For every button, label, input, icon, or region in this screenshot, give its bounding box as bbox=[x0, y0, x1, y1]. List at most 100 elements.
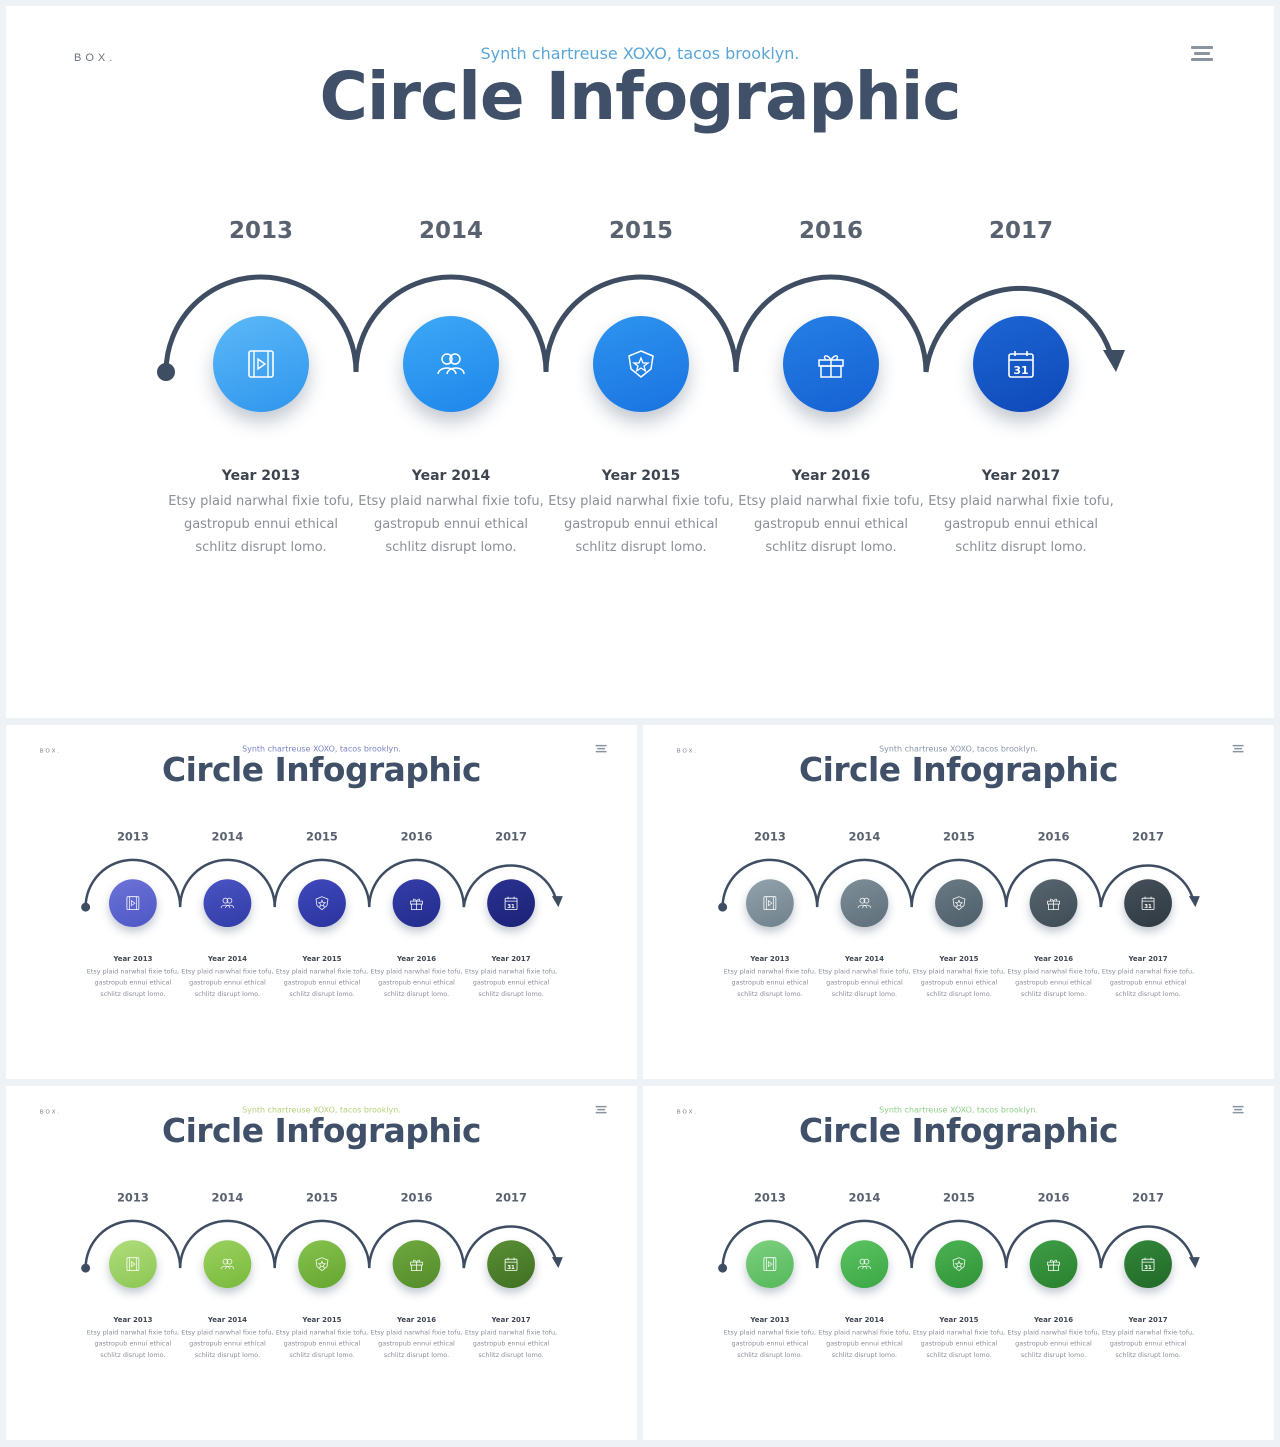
brand-logo: BOX. bbox=[74, 52, 117, 64]
step-circle bbox=[840, 879, 889, 928]
step-year: 2013 bbox=[228, 218, 293, 244]
step-year: 2016 bbox=[1037, 830, 1070, 844]
page-title: Circle Infographic bbox=[798, 1111, 1118, 1151]
step-description: Etsy plaid narwhal fixie tofu, gastropub… bbox=[1007, 967, 1100, 999]
step-year: 2017 bbox=[1132, 1191, 1164, 1205]
users-icon bbox=[220, 1258, 235, 1270]
calendar-day: 31 bbox=[1144, 904, 1152, 910]
step-circle: 31 bbox=[1124, 1240, 1172, 1289]
step-circle bbox=[935, 879, 983, 928]
step-title: Year 2016 bbox=[1033, 954, 1074, 963]
step-title: Year 2017 bbox=[1128, 954, 1168, 963]
step-circle bbox=[298, 879, 346, 928]
step-circle bbox=[213, 316, 309, 412]
subtitle: Synth chartreuse XOXO, tacos brooklyn. bbox=[879, 743, 1038, 754]
step-circle bbox=[783, 316, 879, 412]
menu-icon[interactable] bbox=[1232, 744, 1244, 755]
step-title: Year 2016 bbox=[1033, 1315, 1074, 1324]
slide-content: BOX. Synth chartreuse XOXO, tacos brookl… bbox=[643, 1086, 1274, 1440]
step-circle bbox=[746, 879, 794, 928]
step-description: Etsy plaid narwhal fixie tofu, gastropub… bbox=[723, 967, 817, 999]
timeline-arc bbox=[157, 274, 1125, 381]
step-year: 2016 bbox=[1037, 1191, 1070, 1205]
step-title: Year 2015 bbox=[302, 1315, 342, 1324]
step-title: Year 2013 bbox=[113, 1315, 153, 1324]
step-description: Etsy plaid narwhal fixie tofu, gastropub… bbox=[275, 967, 369, 999]
step-year: 2013 bbox=[116, 1191, 149, 1205]
step-description: Etsy plaid narwhal fixie tofu, gastropub… bbox=[86, 967, 180, 999]
slide-content: BOX. Synth chartreuse XOXO, tacos brookl… bbox=[6, 6, 1274, 718]
slide-content: BOX. Synth chartreuse XOXO, tacos brookl… bbox=[6, 1086, 637, 1440]
step-circle bbox=[593, 316, 689, 412]
step-year: 2014 bbox=[211, 1191, 244, 1205]
film-icon bbox=[763, 1257, 777, 1272]
step-circle: 31 bbox=[487, 1240, 535, 1289]
step-circle bbox=[109, 879, 157, 928]
page-title: Circle Infographic bbox=[161, 750, 481, 790]
step-description: Etsy plaid narwhal fixie tofu, gastropub… bbox=[818, 1328, 911, 1360]
brand-logo: BOX. bbox=[39, 747, 61, 754]
step-description: Etsy plaid narwhal fixie tofu, gastropub… bbox=[912, 1328, 1006, 1360]
step-title: Year 2015 bbox=[939, 1315, 979, 1324]
step-description: Etsy plaid narwhal fixie tofu, gastropub… bbox=[275, 1328, 369, 1360]
step-title: Year 2017 bbox=[491, 954, 531, 963]
step-circle bbox=[403, 316, 499, 412]
badge-star-icon bbox=[315, 896, 329, 911]
slide-content: BOX. Synth chartreuse XOXO, tacos brookl… bbox=[643, 725, 1274, 1079]
menu-icon[interactable] bbox=[1232, 1105, 1244, 1116]
calendar-icon: 31 bbox=[1008, 351, 1034, 378]
step-description: Etsy plaid narwhal fixie tofu, gastropub… bbox=[181, 1328, 274, 1360]
step-circle: 31 bbox=[1124, 879, 1172, 928]
menu-icon[interactable] bbox=[595, 744, 607, 755]
step-description: Etsy plaid narwhal fixie tofu, gastropub… bbox=[168, 494, 354, 555]
step-title: Year 2014 bbox=[207, 1315, 247, 1324]
step-year: 2015 bbox=[306, 1191, 338, 1205]
step-year: 2016 bbox=[400, 830, 433, 844]
timeline-arc bbox=[81, 1219, 563, 1273]
gift-icon bbox=[410, 1259, 423, 1271]
brand-logo: BOX. bbox=[676, 747, 698, 754]
slide-indigo: BOX. Synth chartreuse XOXO, tacos brookl… bbox=[6, 725, 637, 1079]
film-icon bbox=[763, 896, 777, 911]
calendar-day: 31 bbox=[1013, 364, 1028, 377]
slide-main: BOX. Synth chartreuse XOXO, tacos brookl… bbox=[6, 6, 1274, 718]
page-title: Circle Infographic bbox=[798, 750, 1118, 790]
menu-icon[interactable] bbox=[1191, 46, 1213, 66]
users-icon bbox=[220, 897, 235, 909]
menu-icon[interactable] bbox=[595, 1105, 607, 1116]
step-title: Year 2017 bbox=[981, 468, 1061, 484]
step-circle bbox=[1029, 879, 1078, 928]
timeline-arc bbox=[81, 858, 563, 912]
badge-star-icon bbox=[315, 1257, 329, 1272]
step-title: Year 2013 bbox=[750, 954, 790, 963]
film-icon bbox=[248, 350, 274, 378]
step-year: 2016 bbox=[798, 218, 863, 244]
slide-slate: BOX. Synth chartreuse XOXO, tacos brookl… bbox=[643, 725, 1274, 1079]
step-year: 2017 bbox=[988, 218, 1053, 244]
step-title: Year 2016 bbox=[396, 954, 437, 963]
calendar-day: 31 bbox=[507, 904, 515, 910]
step-year: 2015 bbox=[608, 218, 673, 244]
step-title: Year 2013 bbox=[113, 954, 153, 963]
step-description: Etsy plaid narwhal fixie tofu, gastropub… bbox=[86, 1328, 180, 1360]
gift-icon bbox=[818, 355, 844, 378]
step-description: Etsy plaid narwhal fixie tofu, gastropub… bbox=[723, 1328, 817, 1360]
subtitle: Synth chartreuse XOXO, tacos brooklyn. bbox=[879, 1104, 1038, 1115]
badge-star-icon bbox=[628, 350, 654, 378]
step-title: Year 2013 bbox=[750, 1315, 790, 1324]
page-title: Circle Infographic bbox=[161, 1111, 481, 1151]
step-year: 2017 bbox=[495, 830, 527, 844]
step-circle bbox=[109, 1240, 157, 1289]
step-circle: 31 bbox=[487, 879, 535, 928]
brand-logo: BOX. bbox=[39, 1108, 61, 1115]
step-year: 2016 bbox=[400, 1191, 433, 1205]
step-year: 2013 bbox=[116, 830, 149, 844]
step-year: 2017 bbox=[1132, 830, 1164, 844]
subtitle: Synth chartreuse XOXO, tacos brooklyn. bbox=[480, 44, 800, 63]
step-description: Etsy plaid narwhal fixie tofu, gastropub… bbox=[464, 1328, 558, 1360]
step-title: Year 2017 bbox=[491, 1315, 531, 1324]
step-title: Year 2016 bbox=[396, 1315, 437, 1324]
step-description: Etsy plaid narwhal fixie tofu, gastropub… bbox=[464, 967, 558, 999]
step-year: 2017 bbox=[495, 1191, 527, 1205]
timeline-arc bbox=[718, 1219, 1200, 1273]
